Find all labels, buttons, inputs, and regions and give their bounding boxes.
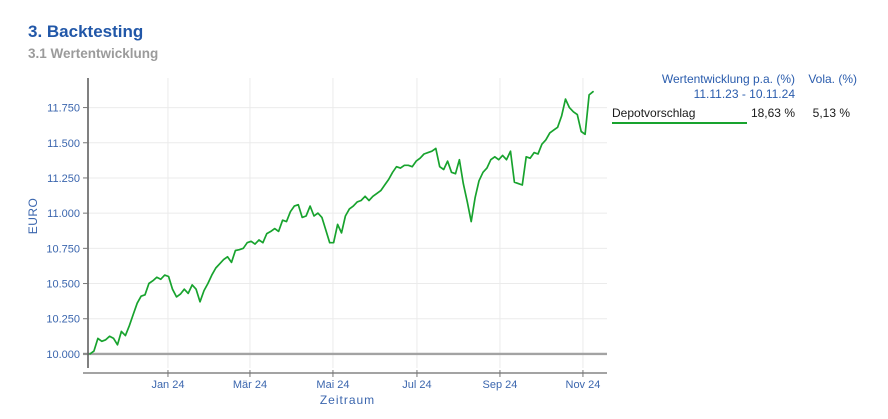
x-axis-title: Zeitraum — [320, 393, 375, 407]
y-tick-label: 10.250 — [46, 314, 80, 326]
section-title: 3. Backtesting — [28, 22, 144, 41]
subsection-title: 3.1 Wertentwicklung — [28, 46, 159, 61]
x-tick-label: Nov 24 — [566, 379, 601, 391]
y-axis-title: EURO — [26, 198, 40, 235]
gridlines — [88, 78, 607, 368]
y-tick-label: 11.000 — [47, 208, 80, 220]
y-tick-label: 10.500 — [46, 279, 80, 291]
x-tick-label: Mai 24 — [316, 379, 349, 391]
y-tick-label: 11.750 — [47, 103, 80, 115]
y-tick-label: 10.000 — [46, 349, 80, 361]
y-tick-label: 11.500 — [47, 138, 80, 150]
y-tick-label: 11.250 — [47, 173, 80, 185]
x-tick-label: Mär 24 — [233, 379, 267, 391]
y-tick-label: 10.750 — [46, 243, 80, 255]
x-tick-label: Jul 24 — [402, 379, 431, 391]
series-line-depotvorschlag — [89, 90, 594, 355]
x-tick-label: Jan 24 — [151, 379, 184, 391]
x-tick-label: Sep 24 — [483, 379, 518, 391]
